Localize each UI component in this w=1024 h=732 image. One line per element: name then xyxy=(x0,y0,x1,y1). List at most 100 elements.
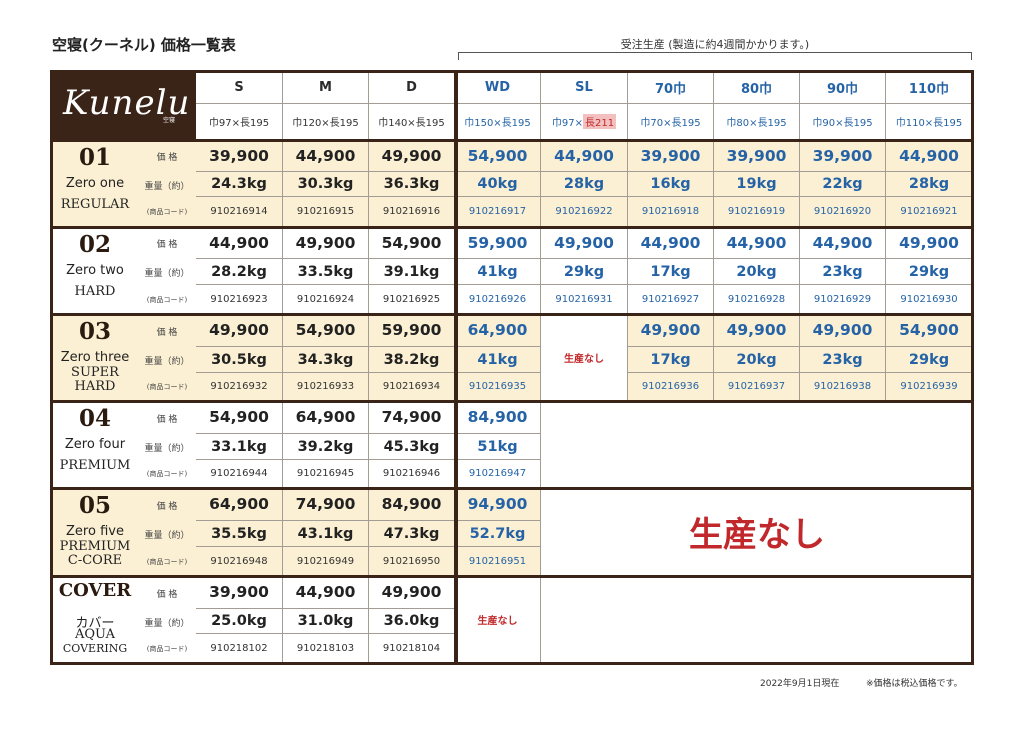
weight-value: 41kg xyxy=(477,263,518,280)
weight-cell: 36.3kg xyxy=(369,172,455,197)
weight-cell: 43.1kg xyxy=(283,521,369,547)
product-code-cell: 910216934 xyxy=(369,373,455,401)
model-header: COVER カバー AQUA COVERING 価 格重量（約） (商品コード) xyxy=(51,576,196,663)
weight-cell: 19kg xyxy=(714,172,800,197)
price-label: 価 格 xyxy=(156,501,178,512)
size-header-cell: M xyxy=(283,71,369,104)
product-code-cell: 910216929 xyxy=(800,285,886,314)
product-code-value: 910216932 xyxy=(210,381,268,392)
weight-value: 23kg xyxy=(822,351,863,368)
not-produced-label: 生産なし xyxy=(564,353,604,365)
model-grade: AQUA xyxy=(75,627,115,642)
product-code-value: 910216926 xyxy=(468,293,527,305)
product-code-value: 910216918 xyxy=(641,206,700,217)
weight-label: 重量（約） xyxy=(144,269,190,279)
price-label: 価 格 xyxy=(156,153,178,163)
weight-value: 52.7kg xyxy=(469,525,526,542)
product-code-value: 910216945 xyxy=(296,468,355,479)
price-value: 49,900 xyxy=(554,233,614,252)
product-code-cell: 910216914 xyxy=(196,197,283,227)
product-code-cell: 910216930 xyxy=(886,285,973,314)
product-code-cell: 910216924 xyxy=(283,285,369,314)
weight-cell: 47.3kg xyxy=(369,521,455,547)
weight-value: 33.5kg xyxy=(297,263,354,280)
price-value: 74,900 xyxy=(381,408,442,426)
model-grade: PREMIUM xyxy=(59,458,131,473)
weight-label: 重量（約） xyxy=(144,444,190,454)
price-cell: 49,900 xyxy=(369,140,455,172)
weight-value: 25.0kg xyxy=(211,613,267,629)
price-value: 54,900 xyxy=(209,408,269,426)
size-name: M xyxy=(319,79,332,95)
price-cell: 64,900 xyxy=(455,314,541,347)
product-code-label: (商品コード) xyxy=(146,383,188,391)
price-value: 54,900 xyxy=(381,233,442,252)
product-code-cell: 910216921 xyxy=(886,197,973,227)
price-cell: 39,900 xyxy=(196,576,283,609)
weight-value: 20kg xyxy=(736,263,777,280)
model-header: 03 Zero three SUPER HARD 価 格重量（約） (商品コード) xyxy=(51,314,196,401)
weight-value: 45.3kg xyxy=(383,438,440,455)
weight-cell: 28kg xyxy=(886,172,973,197)
weight-cell: 40kg xyxy=(455,172,541,197)
price-cell: 39,900 xyxy=(800,140,886,172)
product-code-value: 910216946 xyxy=(382,468,441,479)
weight-cell: 23kg xyxy=(800,259,886,285)
size-dimension-cell: 巾80×長195 xyxy=(714,104,800,140)
weight-value: 29kg xyxy=(563,263,605,280)
product-code-value: 910216948 xyxy=(210,555,268,567)
size-dimension-cell: 巾90×長195 xyxy=(800,104,886,140)
price-value: 49,900 xyxy=(812,321,873,339)
product-code-value: 910216949 xyxy=(296,555,355,567)
weight-cell: 31.0kg xyxy=(283,609,369,634)
weight-cell: 17kg xyxy=(628,347,714,373)
model-grade: COVERING xyxy=(62,642,128,655)
product-code-value: 910216930 xyxy=(900,293,958,305)
product-code-cell: 910216947 xyxy=(455,460,541,488)
weight-label: 重量（約） xyxy=(144,357,190,367)
product-code-cell: 910216923 xyxy=(196,285,283,314)
price-value: 44,900 xyxy=(295,146,356,165)
price-value: 39,900 xyxy=(812,146,873,165)
size-header-cell: SL xyxy=(541,71,628,104)
model-number: 03 xyxy=(78,318,111,345)
price-value: 84,900 xyxy=(381,495,442,513)
product-code-value: 910216917 xyxy=(468,206,527,217)
price-value: 49,900 xyxy=(726,321,787,339)
model-grade: REGULAR xyxy=(60,197,130,212)
size-header-cell: WD xyxy=(455,71,541,104)
model-number: 01 xyxy=(78,144,111,171)
model-grade: HARD xyxy=(74,379,116,394)
price-value: 44,900 xyxy=(554,146,614,165)
size-name: 70巾 xyxy=(654,81,687,97)
weight-value: 23kg xyxy=(822,263,863,280)
weight-cell: 20kg xyxy=(714,347,800,373)
product-code-cell: 910218103 xyxy=(283,634,369,663)
price-cell: 39,900 xyxy=(196,140,283,172)
product-code-value: 910216950 xyxy=(382,555,441,567)
not-produced-area xyxy=(541,401,973,663)
product-code-value: 910216933 xyxy=(296,381,355,392)
weight-cell: 28kg xyxy=(541,172,628,197)
model-number: COVER xyxy=(58,580,132,601)
product-code-value: 910216934 xyxy=(382,381,441,392)
weight-label: 重量（約） xyxy=(144,531,190,541)
model-name: Zero five xyxy=(66,524,124,539)
logo-mark: 空寝 xyxy=(163,117,176,124)
weight-value: 47.3kg xyxy=(383,525,440,542)
price-value: 49,900 xyxy=(899,233,959,252)
product-code-value: 910216931 xyxy=(555,293,613,305)
product-code-cell: 910216922 xyxy=(541,197,628,227)
price-cell: 49,900 xyxy=(714,314,800,347)
model-number: 04 xyxy=(78,405,111,432)
product-code-value: 910216944 xyxy=(210,468,268,479)
size-name: D xyxy=(406,79,417,95)
size-name: S xyxy=(234,79,244,95)
weight-cell: 38.2kg xyxy=(369,347,455,373)
weight-value: 19kg xyxy=(736,176,777,192)
price-value: 54,900 xyxy=(295,321,356,339)
price-cell: 44,900 xyxy=(283,140,369,172)
weight-value: 22kg xyxy=(822,176,863,192)
price-label: 価 格 xyxy=(156,589,178,600)
price-value: 49,900 xyxy=(381,583,442,601)
